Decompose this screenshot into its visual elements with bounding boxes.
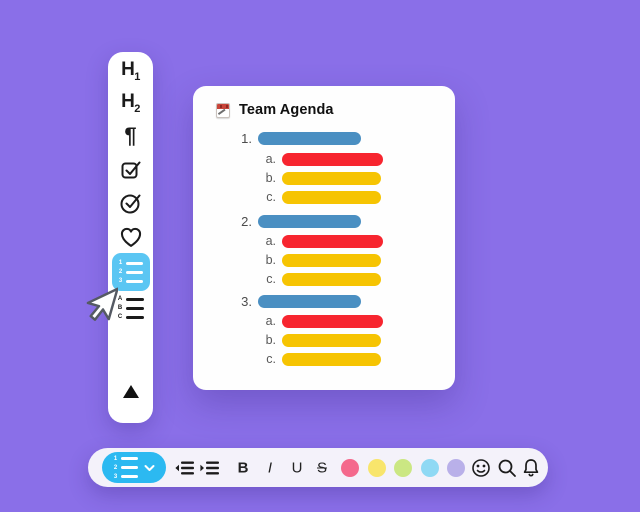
text-placeholder-bar [282, 234, 383, 248]
strikethrough-button[interactable]: S [316, 459, 328, 476]
lettered-list-icon: A B C [118, 296, 144, 320]
list-marker: c. [266, 351, 276, 366]
heart-icon [118, 226, 143, 249]
highlight-color-blue[interactable] [421, 458, 439, 477]
heading-2-button[interactable]: H2 [121, 91, 140, 115]
list-subitem: a. [193, 314, 455, 328]
document-title: Team Agenda [216, 102, 334, 118]
list-style-dropdown[interactable]: 1 2 3 [102, 452, 166, 483]
outdent-button[interactable] [175, 460, 195, 476]
chevron-down-icon [144, 464, 155, 472]
bell-icon [521, 457, 541, 478]
search-button[interactable] [497, 458, 517, 478]
check-circle-button[interactable] [119, 191, 143, 215]
checklist-button[interactable] [119, 159, 142, 182]
text-placeholder-bar [282, 152, 383, 166]
text-placeholder-bar [258, 131, 361, 145]
text-placeholder-bar [282, 333, 381, 347]
list-marker: a. [265, 313, 276, 328]
lettered-list-button[interactable]: A B C [118, 296, 144, 320]
list-subitem: b. [193, 253, 455, 267]
text-placeholder-bar [282, 314, 383, 328]
italic-button[interactable]: I [267, 459, 273, 476]
indent-icon [200, 460, 220, 476]
list-marker: b. [265, 170, 276, 185]
heading-1-sub: 1 [134, 70, 140, 83]
list-subitem: c. [193, 190, 455, 204]
smiley-icon [471, 458, 491, 478]
triangle-icon [122, 368, 139, 398]
text-placeholder-bar [258, 214, 361, 228]
list-item: 1. [193, 131, 455, 145]
text-placeholder-bar [258, 294, 361, 308]
text-placeholder-bar [282, 171, 381, 185]
indent-button[interactable] [200, 460, 220, 476]
list-subitem: a. [193, 234, 455, 248]
list-marker: 2. [241, 213, 252, 229]
format-sidebar: H1 H2 ¶ 1 2 3 [108, 52, 153, 423]
heading-2-label: H [121, 91, 135, 113]
mouse-pointer-icon [76, 282, 118, 324]
outdent-icon [175, 460, 195, 476]
numbered-list-icon: 1 2 3 [113, 456, 138, 480]
page-title: Team Agenda [239, 102, 334, 118]
triangle-button[interactable] [122, 368, 139, 398]
checkbox-check-icon [119, 159, 142, 182]
highlight-color-pink[interactable] [341, 458, 359, 477]
list-subitem: c. [193, 352, 455, 366]
circle-check-icon [119, 191, 143, 215]
highlight-color-yellow[interactable] [368, 458, 386, 477]
text-placeholder-bar [282, 272, 381, 286]
numbered-list-icon: 1 2 3 [118, 260, 143, 284]
notifications-button[interactable] [521, 457, 541, 478]
memo-calendar-icon [216, 102, 230, 118]
heading-1-button[interactable]: H1 [121, 59, 140, 83]
list-marker: a. [265, 151, 276, 166]
highlight-color-purple[interactable] [447, 458, 465, 477]
text-placeholder-bar [282, 253, 381, 267]
bold-button[interactable]: B [237, 459, 249, 476]
list-subitem: b. [193, 333, 455, 347]
list-marker: b. [265, 252, 276, 267]
text-placeholder-bar [282, 352, 381, 366]
list-subitem: c. [193, 272, 455, 286]
document-card: Team Agenda 1. a. b. c. 2. a. b. c. 3. a… [193, 86, 455, 390]
list-marker: 1. [241, 130, 252, 146]
heading-1-label: H [121, 59, 135, 81]
list-marker: c. [266, 189, 276, 204]
heart-button[interactable] [118, 226, 143, 249]
list-marker: a. [265, 233, 276, 248]
list-subitem: b. [193, 171, 455, 185]
heading-2-sub: 2 [134, 102, 140, 115]
list-marker: 3. [241, 293, 252, 309]
numbered-list-button-active[interactable]: 1 2 3 [111, 253, 150, 291]
format-bar: 1 2 3 B I U S [88, 448, 548, 487]
list-item: 2. [193, 214, 455, 228]
search-icon [497, 458, 517, 478]
list-marker: b. [265, 332, 276, 347]
list-subitem: a. [193, 152, 455, 166]
paragraph-button[interactable]: ¶ [124, 123, 136, 149]
text-placeholder-bar [282, 190, 381, 204]
underline-button[interactable]: U [291, 459, 303, 476]
list-marker: c. [266, 271, 276, 286]
list-item: 3. [193, 294, 455, 308]
highlight-color-green[interactable] [394, 458, 412, 477]
emoji-button[interactable] [471, 458, 491, 478]
pilcrow-icon: ¶ [124, 123, 137, 148]
